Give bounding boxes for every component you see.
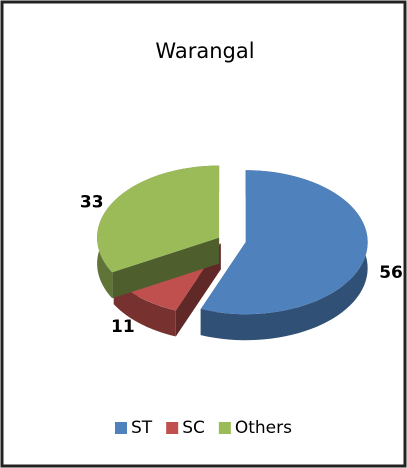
chart-title: Warangal bbox=[155, 39, 254, 63]
legend-label: Others bbox=[235, 418, 292, 438]
data-label: 33 bbox=[80, 193, 104, 213]
legend-swatch bbox=[166, 422, 179, 434]
legend-label: ST bbox=[131, 418, 153, 438]
slice-side bbox=[112, 237, 220, 299]
slice-top bbox=[200, 170, 368, 315]
slice bbox=[200, 170, 368, 341]
legend-swatch bbox=[115, 422, 127, 434]
legend-swatch bbox=[218, 422, 231, 434]
data-label: 11 bbox=[111, 317, 135, 337]
slice bbox=[97, 165, 220, 299]
slice-side bbox=[113, 278, 176, 337]
slice-top bbox=[97, 165, 220, 273]
legend-label: SC bbox=[182, 418, 205, 438]
data-label: 56 bbox=[379, 263, 403, 283]
